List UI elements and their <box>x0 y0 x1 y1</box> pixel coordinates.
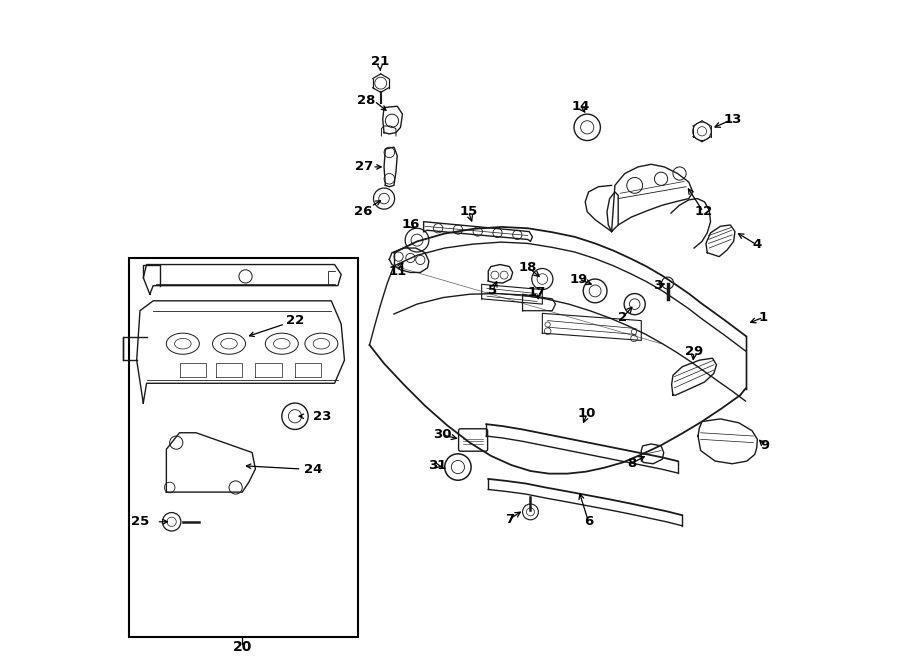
Text: 7: 7 <box>505 513 514 525</box>
Text: 1: 1 <box>759 311 768 324</box>
Text: 10: 10 <box>578 407 597 420</box>
Text: 13: 13 <box>723 113 742 126</box>
Text: 27: 27 <box>356 161 373 173</box>
Text: 26: 26 <box>354 206 372 218</box>
Text: 28: 28 <box>357 95 375 108</box>
Text: 3: 3 <box>653 279 662 292</box>
Text: 25: 25 <box>130 516 149 528</box>
Text: 20: 20 <box>232 640 252 654</box>
Text: 16: 16 <box>401 219 419 231</box>
Text: 15: 15 <box>459 206 478 218</box>
Text: 2: 2 <box>618 311 627 324</box>
Text: 14: 14 <box>572 100 590 113</box>
Text: 9: 9 <box>760 440 770 452</box>
Text: 29: 29 <box>685 345 703 358</box>
Text: 17: 17 <box>528 286 546 299</box>
Text: 4: 4 <box>752 238 761 251</box>
Text: 23: 23 <box>313 410 331 423</box>
FancyBboxPatch shape <box>459 429 488 451</box>
Text: 11: 11 <box>388 264 407 278</box>
Text: 24: 24 <box>303 463 322 475</box>
Text: 31: 31 <box>428 459 446 472</box>
Text: 8: 8 <box>626 457 636 470</box>
Text: 30: 30 <box>433 428 451 442</box>
Text: 21: 21 <box>371 55 389 68</box>
Text: 12: 12 <box>694 206 713 218</box>
Text: 22: 22 <box>286 314 304 327</box>
Text: 18: 18 <box>518 260 537 274</box>
Text: 19: 19 <box>570 272 588 286</box>
Text: 6: 6 <box>584 516 593 528</box>
Bar <box>129 258 358 637</box>
Text: 5: 5 <box>489 284 498 297</box>
